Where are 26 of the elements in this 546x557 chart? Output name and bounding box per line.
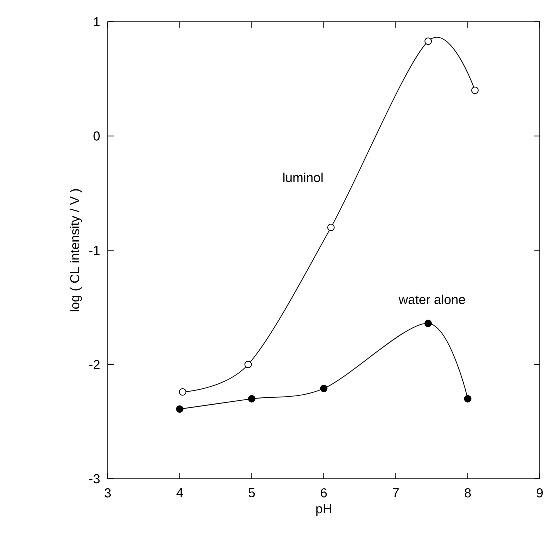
- point: [328, 224, 335, 232]
- y-tick-label: -3: [90, 474, 100, 484]
- point: [424, 320, 432, 328]
- x-tick-label: 3: [104, 488, 112, 498]
- point: [424, 38, 432, 46]
- x-axis-title: pH: [316, 504, 332, 516]
- point: [472, 86, 479, 94]
- point: [176, 406, 184, 414]
- text: luminol: [284, 172, 323, 182]
- point: [320, 385, 328, 392]
- point: [244, 361, 252, 368]
- point: [464, 395, 472, 403]
- x-tick-label: 6: [321, 488, 328, 498]
- x-tick-label: 5: [248, 488, 256, 498]
- y-tick-label: -1: [90, 246, 100, 255]
- x-tick-label: 8: [464, 488, 472, 498]
- y-tick-label: 1: [94, 18, 100, 26]
- y-tick-label: 0: [94, 132, 100, 141]
- series-label: water alone: [398, 294, 466, 304]
- point: [248, 395, 256, 403]
- point: [179, 388, 187, 396]
- x-tick-label: 9: [537, 488, 543, 498]
- x-tick-label: 7: [393, 488, 399, 498]
- y-axis-title: log ( CL intensity / V ): [70, 189, 82, 312]
- x-tick-label: 4: [176, 488, 184, 498]
- y-tick-label: -2: [90, 360, 100, 370]
